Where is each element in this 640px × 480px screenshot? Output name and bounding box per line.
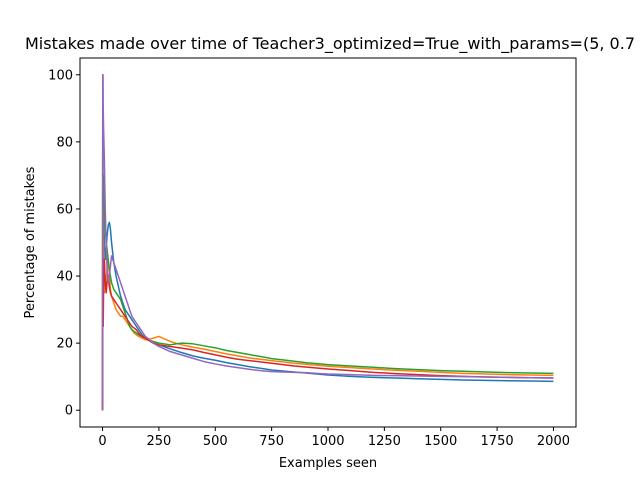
x-tick-label: 2000: [537, 434, 570, 449]
axis-ticks: 0 250 500 750 1000 1250 1500 1750 2000 0 20 40 60 80 1…: [48, 68, 570, 449]
y-tick-label: 40: [56, 270, 73, 285]
x-tick-label: 500: [203, 434, 228, 449]
x-tick-label: 1000: [311, 434, 344, 449]
x-tick-label: 1750: [481, 434, 514, 449]
series-line-1: [101, 74, 554, 411]
x-tick-label: 750: [259, 434, 284, 449]
series-line-3: [101, 74, 554, 411]
x-tick-label: 250: [146, 434, 171, 449]
y-tick-label: 20: [56, 337, 73, 352]
y-axis-label: Percentage of mistakes: [23, 166, 38, 318]
x-tick-label: 0: [98, 434, 106, 449]
y-tick-label: 60: [56, 202, 73, 217]
x-tick-label: 1250: [368, 434, 401, 449]
x-axis-label: Examples seen: [279, 456, 377, 471]
series-lines: [101, 74, 554, 411]
series-line-4: [101, 241, 554, 411]
y-tick-label: 100: [48, 68, 73, 83]
y-tick-label: 80: [56, 135, 73, 150]
series-line-5: [101, 74, 554, 411]
y-tick-label: 0: [65, 404, 73, 419]
plot-frame: [79, 57, 577, 428]
series-line-2: [101, 74, 554, 411]
chart-title: Mistakes made over time of Teacher3_opti…: [25, 34, 635, 54]
x-tick-label: 1500: [424, 434, 457, 449]
